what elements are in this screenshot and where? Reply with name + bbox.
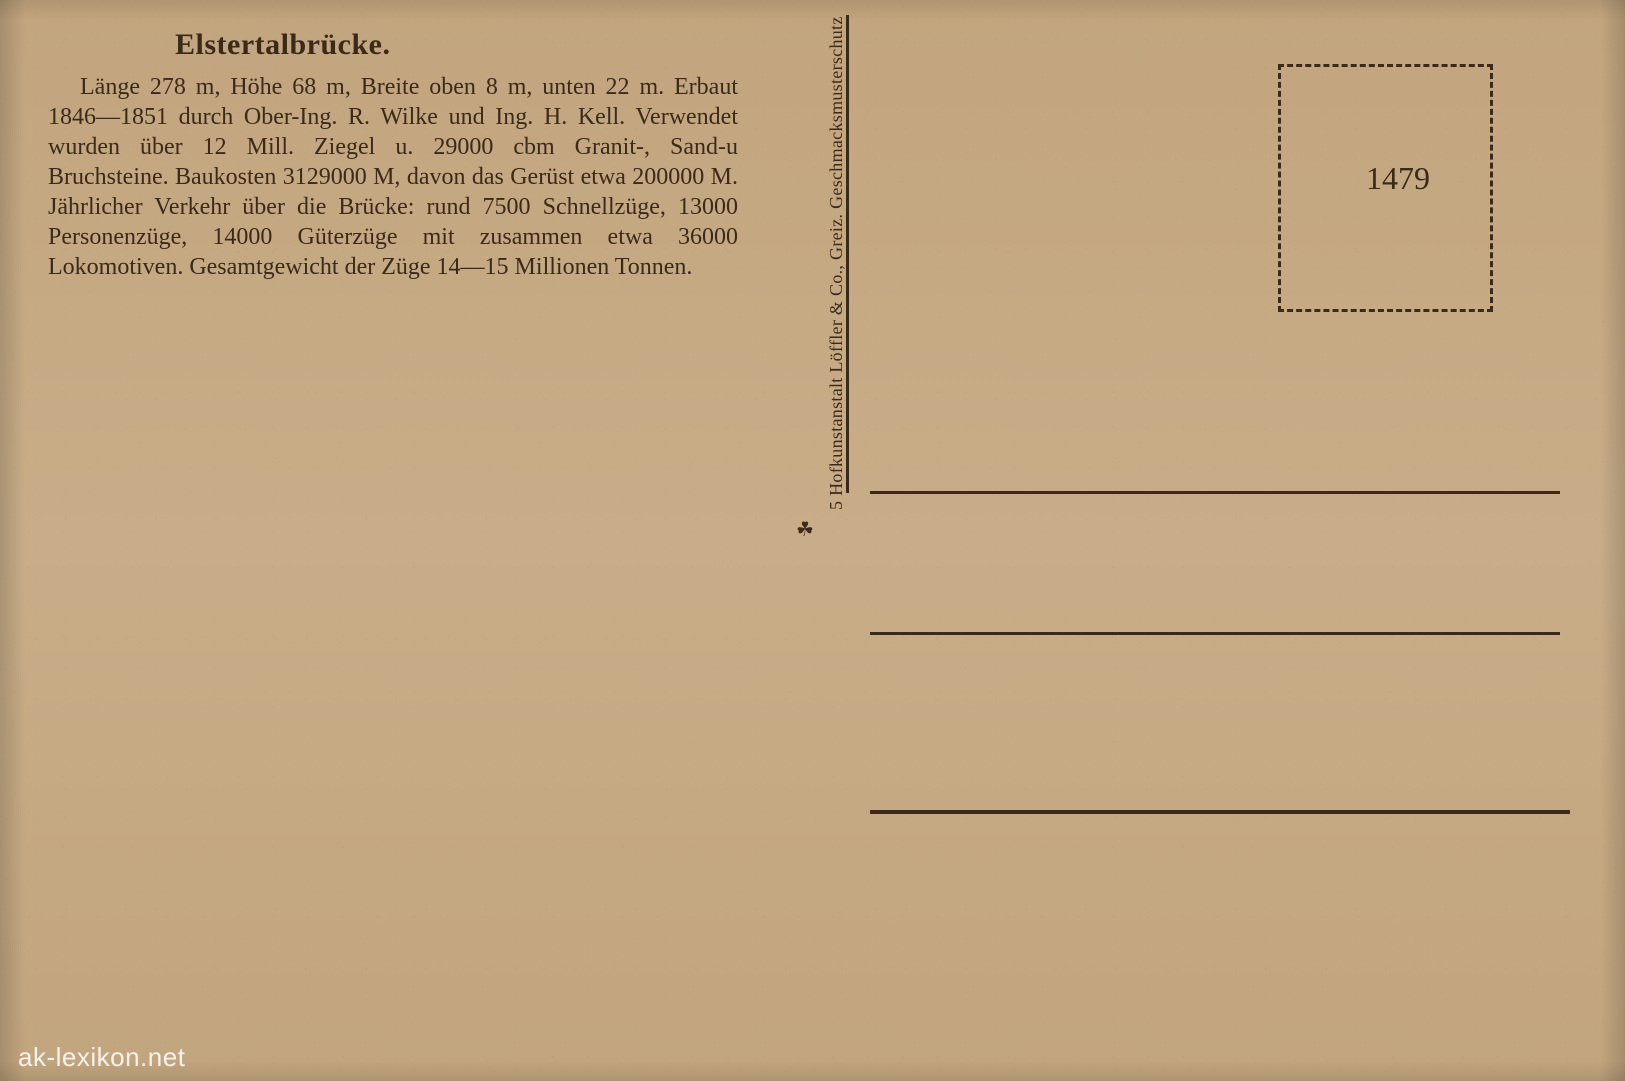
postcard-back: Elstertalbrücke. Länge 278 m, Höhe 68 m,… [0,0,1625,1081]
watermark-bottom: ak-lexikon.net [18,1042,185,1073]
card-number: 1479 [1366,160,1430,197]
address-line-1 [870,491,1560,494]
postcard-title: Elstertalbrücke. [175,28,390,62]
address-line-2 [870,632,1560,635]
publisher-text: 5 Hofkunstanstalt Löffler & Co., Greiz. … [826,16,847,510]
clover-icon: ☘ [796,517,814,542]
postcard-description: Länge 278 m, Höhe 68 m, Breite oben 8 m,… [48,72,738,282]
address-line-3 [870,810,1570,814]
watermark-right: ak-lexikon.de [1622,339,1625,541]
